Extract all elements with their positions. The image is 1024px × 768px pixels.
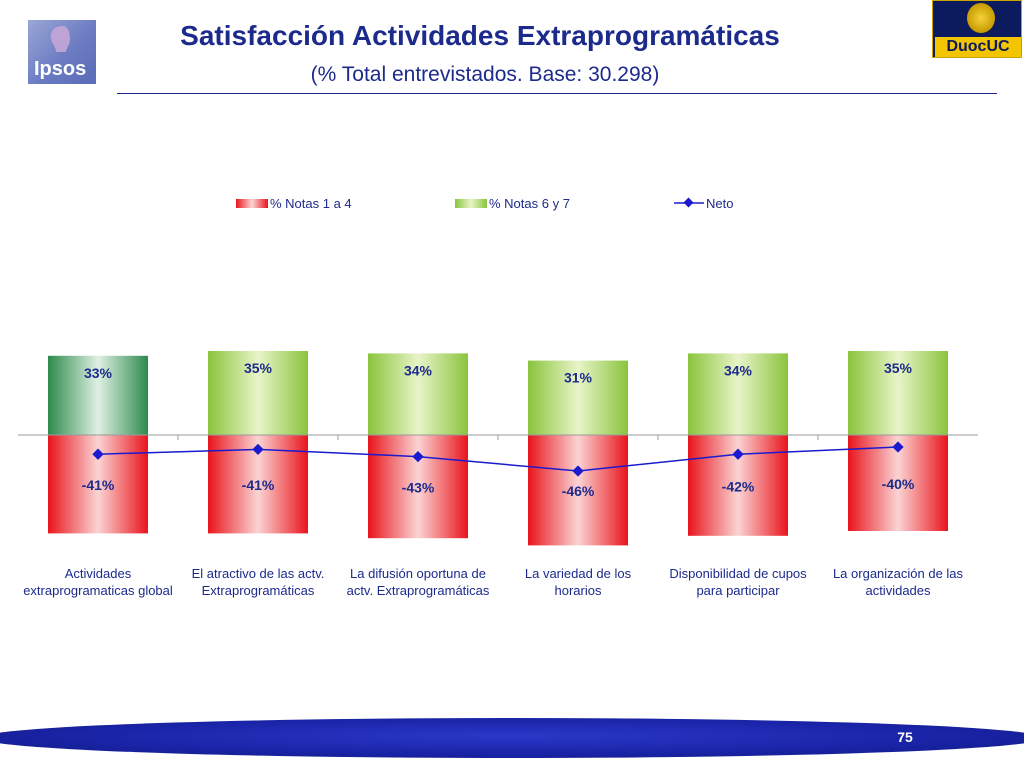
- bar-notas-6-7: [368, 353, 468, 435]
- footer-band: [0, 718, 1024, 758]
- legend-label-notas-6-7: % Notas 6 y 7: [489, 196, 570, 211]
- ipsos-head-icon: [50, 26, 70, 52]
- neto-point: [892, 441, 904, 453]
- data-label-notas-1-4: -41%: [82, 477, 115, 493]
- page-title: Satisfacción Actividades Extraprogramáti…: [180, 20, 780, 51]
- bar-notas-6-7: [688, 353, 788, 435]
- category-label-line: Extraprogramáticas: [201, 583, 315, 598]
- category-label: Disponibilidad de cupos para participar: [653, 565, 823, 599]
- category-label-line: La difusión oportuna de: [350, 566, 486, 581]
- legend-label-neto: Neto: [706, 196, 733, 211]
- category-label: La variedad de los horarios: [493, 565, 663, 599]
- category-label-line: La organización de las: [832, 566, 964, 581]
- neto-point: [732, 448, 744, 460]
- neto-point: [572, 465, 584, 477]
- duoc-seal-icon: [967, 3, 995, 33]
- data-label-notas-1-4: -41%: [242, 477, 275, 493]
- data-label-notas-1-4: -43%: [402, 480, 435, 496]
- category-label: La difusión oportuna de actv. Extraprogra…: [333, 565, 503, 599]
- category-label-line: horarios: [554, 583, 602, 598]
- duoc-logo: DuocUC: [932, 0, 1022, 58]
- legend-label-notas-1-4: % Notas 1 a 4: [270, 196, 352, 211]
- chart-legend: % Notas 1 a 4 % Notas 6 y 7 Neto: [236, 196, 733, 211]
- data-label-notas-6-7: 34%: [724, 362, 753, 378]
- legend-swatch-notas-1-4: [236, 199, 268, 208]
- neto-point: [252, 443, 264, 456]
- category-label-line: extraprogramaticas global: [23, 583, 173, 598]
- category-label: Actividades extraprogramaticas global: [13, 565, 183, 599]
- data-label-notas-1-4: -40%: [882, 476, 915, 492]
- data-label-notas-6-7: 31%: [564, 370, 593, 386]
- category-label-line: La variedad de los: [524, 566, 632, 581]
- page-number: 75: [897, 729, 913, 745]
- category-label-line: Disponibilidad de cupos: [669, 566, 807, 581]
- category-label-line: actv. Extraprogramáticas: [346, 583, 490, 598]
- category-label-line: para participar: [696, 583, 780, 598]
- bar-notas-6-7: [528, 360, 628, 435]
- data-label-notas-6-7: 33%: [84, 365, 113, 381]
- category-label-line: actividades: [865, 583, 931, 598]
- bar-notas-6-7: [848, 351, 948, 435]
- legend-marker-neto: [683, 197, 694, 208]
- bar-notas-1-4: [528, 435, 628, 546]
- data-label-notas-6-7: 35%: [884, 360, 913, 376]
- category-label: El atractivo de las actv. Extraprogramáti…: [173, 565, 343, 599]
- bar-notas-6-7: [48, 355, 148, 435]
- page-subtitle: (% Total entrevistados. Base: 30.298): [310, 63, 660, 86]
- neto-point: [412, 450, 424, 463]
- data-label-notas-6-7: 35%: [244, 360, 273, 376]
- bar-notas-6-7: [208, 351, 308, 435]
- data-label-notas-6-7: 34%: [404, 362, 433, 378]
- duoc-logo-text: DuocUC: [935, 37, 1021, 57]
- chart: % Notas 1 a 4 % Notas 6 y 7 Neto 33% -41%…: [18, 196, 978, 546]
- data-label-notas-1-4: -42%: [722, 478, 755, 494]
- category-label-line: El atractivo de las actv.: [191, 566, 325, 581]
- title-divider: [117, 93, 997, 94]
- data-label-notas-1-4: -46%: [562, 483, 595, 499]
- ipsos-logo: Ipsos: [28, 20, 96, 84]
- neto-line: [97, 446, 899, 472]
- ipsos-logo-text: Ipsos: [34, 58, 87, 80]
- legend-swatch-notas-6-7: [455, 199, 487, 208]
- category-label: La organización de las actividades: [813, 565, 983, 599]
- category-label-line: Actividades: [64, 566, 132, 581]
